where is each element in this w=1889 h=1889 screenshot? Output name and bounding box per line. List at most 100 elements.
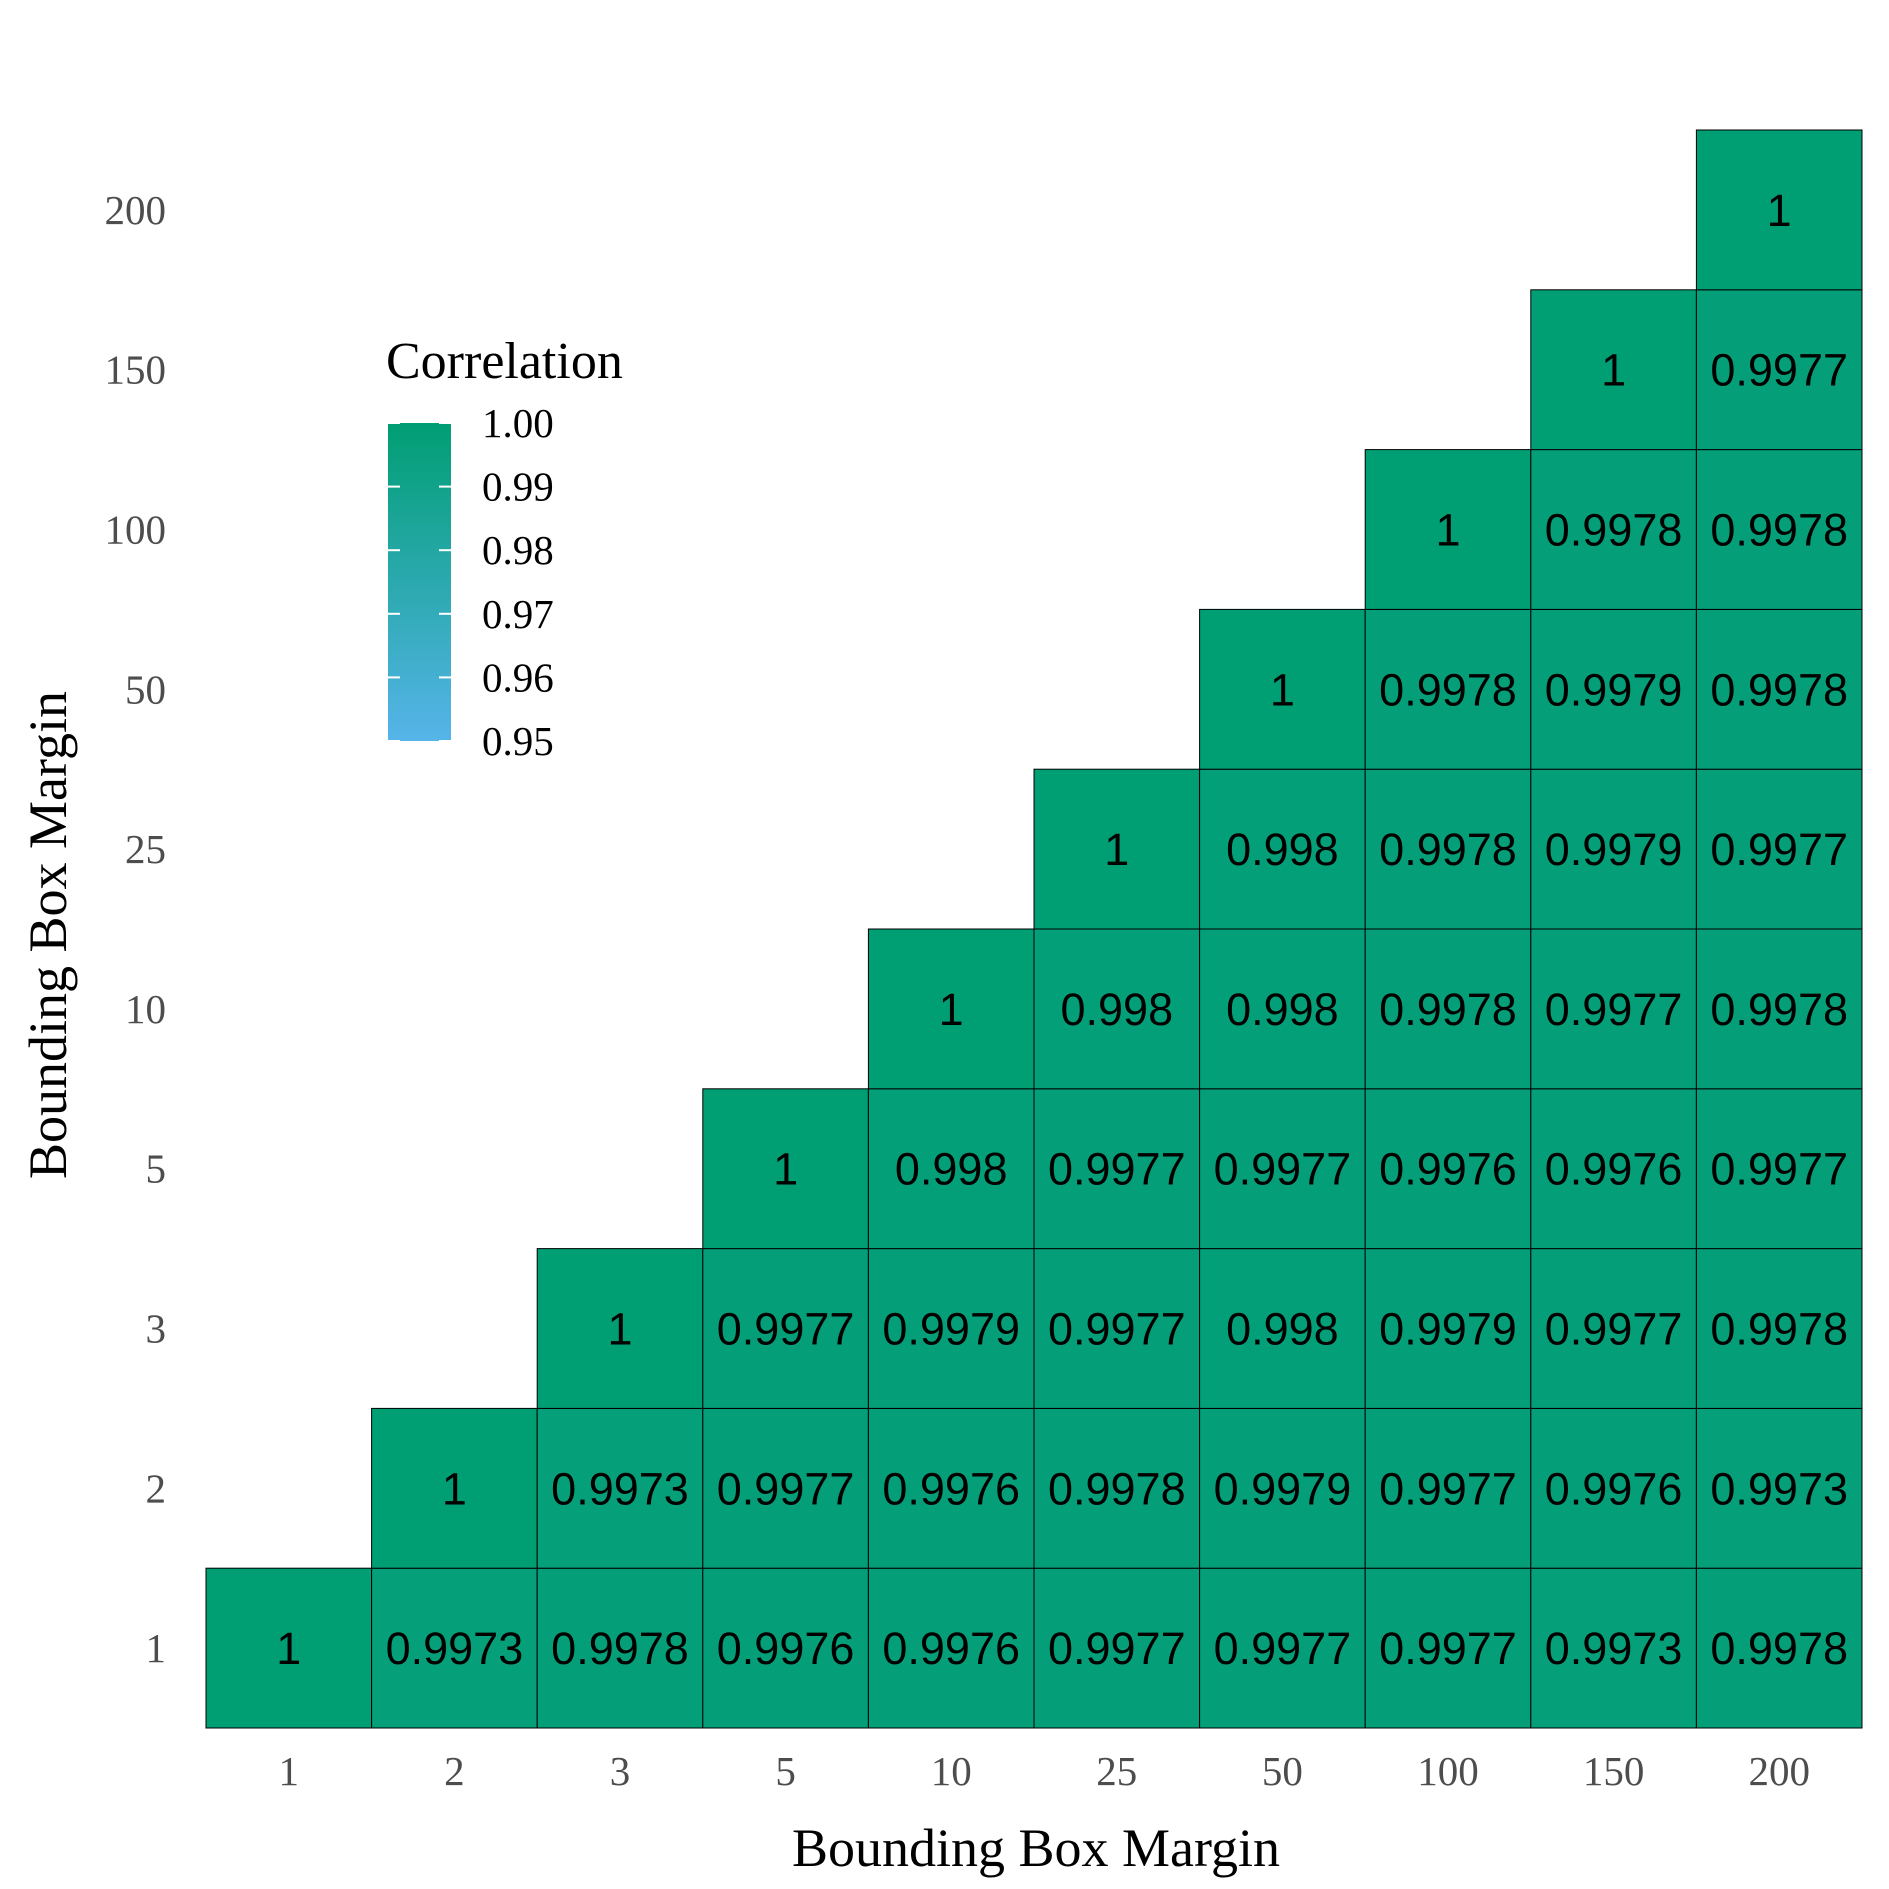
- cell-label-100-25: 0.9978: [1379, 824, 1517, 875]
- y-tick-label-100: 100: [105, 507, 167, 553]
- heatmap-cell-100-1: [1364, 1567, 1532, 1729]
- heatmap-cell-150-10: [1530, 928, 1697, 1090]
- cell-label-1-1: 1: [276, 1623, 301, 1674]
- cell-label-25-25: 1: [1104, 824, 1129, 875]
- x-tick-label-100: 100: [1417, 1748, 1479, 1794]
- heatmap-cell-100-2: [1364, 1407, 1532, 1569]
- cell-label-150-3: 0.9977: [1545, 1304, 1683, 1355]
- cell-label-100-10: 0.9978: [1379, 984, 1517, 1035]
- cell-label-200-3: 0.9978: [1710, 1304, 1848, 1355]
- cell-label-10-2: 0.9976: [882, 1463, 1020, 1514]
- legend-tick-label-0.99: 0.99: [482, 464, 554, 510]
- cell-label-200-50: 0.9978: [1710, 664, 1848, 715]
- cell-label-25-3: 0.9977: [1048, 1304, 1186, 1355]
- heatmap-cell-150-150: [1530, 289, 1697, 451]
- cell-label-100-5: 0.9976: [1379, 1144, 1517, 1195]
- heatmap-cell-200-1: [1695, 1567, 1863, 1729]
- cell-label-150-100: 0.9978: [1545, 505, 1683, 556]
- cell-label-150-5: 0.9976: [1545, 1144, 1683, 1195]
- legend-colorbar: [388, 423, 451, 741]
- cell-label-100-3: 0.9979: [1379, 1304, 1517, 1355]
- heatmap-cell-3-2: [536, 1407, 704, 1569]
- heatmap-cell-10-1: [867, 1567, 1035, 1729]
- y-tick-label-2: 2: [146, 1465, 167, 1511]
- heatmap-cell-100-100: [1364, 449, 1532, 610]
- heatmap-cell-50-25: [1199, 768, 1366, 930]
- cell-label-25-1: 0.9977: [1048, 1623, 1186, 1674]
- y-tick-label-25: 25: [125, 826, 166, 872]
- heatmap-cell-5-2: [702, 1407, 869, 1569]
- y-tick-label-1: 1: [146, 1625, 167, 1671]
- heatmap-cells: [205, 129, 1863, 1729]
- heatmap-cell-2-1: [371, 1567, 538, 1729]
- cell-label-50-50: 1: [1270, 664, 1295, 715]
- legend-title: Correlation: [386, 333, 623, 390]
- heatmap-cell-50-5: [1199, 1088, 1366, 1250]
- y-axis-title: Bounding Box Margin: [18, 691, 78, 1179]
- x-axis-title: Bounding Box Margin: [792, 1818, 1280, 1878]
- heatmap-cell-100-50: [1364, 608, 1532, 770]
- cell-label-50-10: 0.998: [1226, 984, 1339, 1035]
- x-tick-label-200: 200: [1748, 1748, 1810, 1794]
- heatmap-cell-200-2: [1695, 1407, 1863, 1569]
- heatmap-cell-200-3: [1695, 1248, 1863, 1409]
- heatmap-cell-50-1: [1199, 1567, 1366, 1729]
- heatmap-cell-50-50: [1199, 608, 1366, 770]
- x-axis-ticks: 1 2 3 5 10 25 50 100 150 200: [279, 1748, 1810, 1794]
- cell-label-25-10: 0.998: [1060, 984, 1173, 1035]
- heatmap-cell-200-5: [1695, 1088, 1863, 1250]
- legend-tick-label-0.98: 0.98: [482, 527, 554, 573]
- heatmap-cell-10-5: [867, 1088, 1035, 1250]
- x-tick-label-10: 10: [931, 1748, 972, 1794]
- heatmap-cell-25-25: [1033, 768, 1201, 930]
- cell-label-150-50: 0.9979: [1545, 664, 1683, 715]
- cell-label-200-5: 0.9977: [1710, 1144, 1848, 1195]
- heatmap-cell-150-1: [1530, 1567, 1697, 1729]
- cell-label-150-150: 1: [1601, 345, 1626, 396]
- cell-label-200-2: 0.9973: [1710, 1463, 1848, 1514]
- cell-label-100-1: 0.9977: [1379, 1623, 1517, 1674]
- cell-label-2-1: 0.9973: [386, 1623, 524, 1674]
- y-axis-ticks: 1 2 3 5 10 25 50 100 150 200: [105, 187, 167, 1671]
- cell-label-200-1: 0.9978: [1710, 1623, 1848, 1674]
- cell-label-25-5: 0.9977: [1048, 1144, 1186, 1195]
- cell-label-50-5: 0.9977: [1214, 1144, 1352, 1195]
- cell-label-100-2: 0.9977: [1379, 1463, 1517, 1514]
- x-tick-label-1: 1: [279, 1748, 300, 1794]
- legend-tick-label-0.95: 0.95: [482, 718, 554, 764]
- y-tick-label-3: 3: [146, 1306, 167, 1352]
- heatmap-cell-5-5: [702, 1088, 869, 1250]
- heatmap-cell-labels: 1 0.9973 0.9978 0.9976 0.9976 0.9977 0.9977 0.9…: [276, 185, 1848, 1674]
- cell-label-10-3: 0.9979: [882, 1304, 1020, 1355]
- heatmap-cell-5-1: [702, 1567, 869, 1729]
- cell-label-150-1: 0.9973: [1545, 1623, 1683, 1674]
- heatmap-cell-150-50: [1530, 608, 1697, 770]
- color-legend: Correlation 1.00 0.99 0.98 0.97 0.96 0.95: [386, 333, 623, 764]
- legend-tick-label-1.00: 1.00: [482, 400, 554, 446]
- heatmap-cell-100-3: [1364, 1248, 1532, 1409]
- x-tick-label-3: 3: [610, 1748, 631, 1794]
- x-tick-label-5: 5: [775, 1748, 796, 1794]
- heatmap-cell-200-50: [1695, 608, 1863, 770]
- heatmap-cell-25-3: [1033, 1248, 1201, 1409]
- cell-label-200-10: 0.9978: [1710, 984, 1848, 1035]
- cell-label-5-1: 0.9976: [717, 1623, 855, 1674]
- heatmap-cell-200-10: [1695, 928, 1863, 1090]
- cell-label-50-2: 0.9979: [1214, 1463, 1352, 1514]
- y-tick-label-150: 150: [105, 347, 167, 393]
- heatmap-cell-150-2: [1530, 1407, 1697, 1569]
- cell-label-150-25: 0.9979: [1545, 824, 1683, 875]
- cell-label-50-25: 0.998: [1226, 824, 1339, 875]
- heatmap-cell-150-3: [1530, 1248, 1697, 1409]
- x-tick-label-25: 25: [1096, 1748, 1137, 1794]
- cell-label-100-100: 1: [1435, 505, 1460, 556]
- cell-label-50-1: 0.9977: [1214, 1623, 1352, 1674]
- x-tick-label-50: 50: [1262, 1748, 1303, 1794]
- x-tick-label-150: 150: [1583, 1748, 1645, 1794]
- heatmap-cell-200-200: [1695, 129, 1863, 291]
- cell-label-5-5: 1: [773, 1144, 798, 1195]
- cell-label-3-1: 0.9978: [551, 1623, 689, 1674]
- heatmap-cell-50-10: [1199, 928, 1366, 1090]
- cell-label-150-2: 0.9976: [1545, 1463, 1683, 1514]
